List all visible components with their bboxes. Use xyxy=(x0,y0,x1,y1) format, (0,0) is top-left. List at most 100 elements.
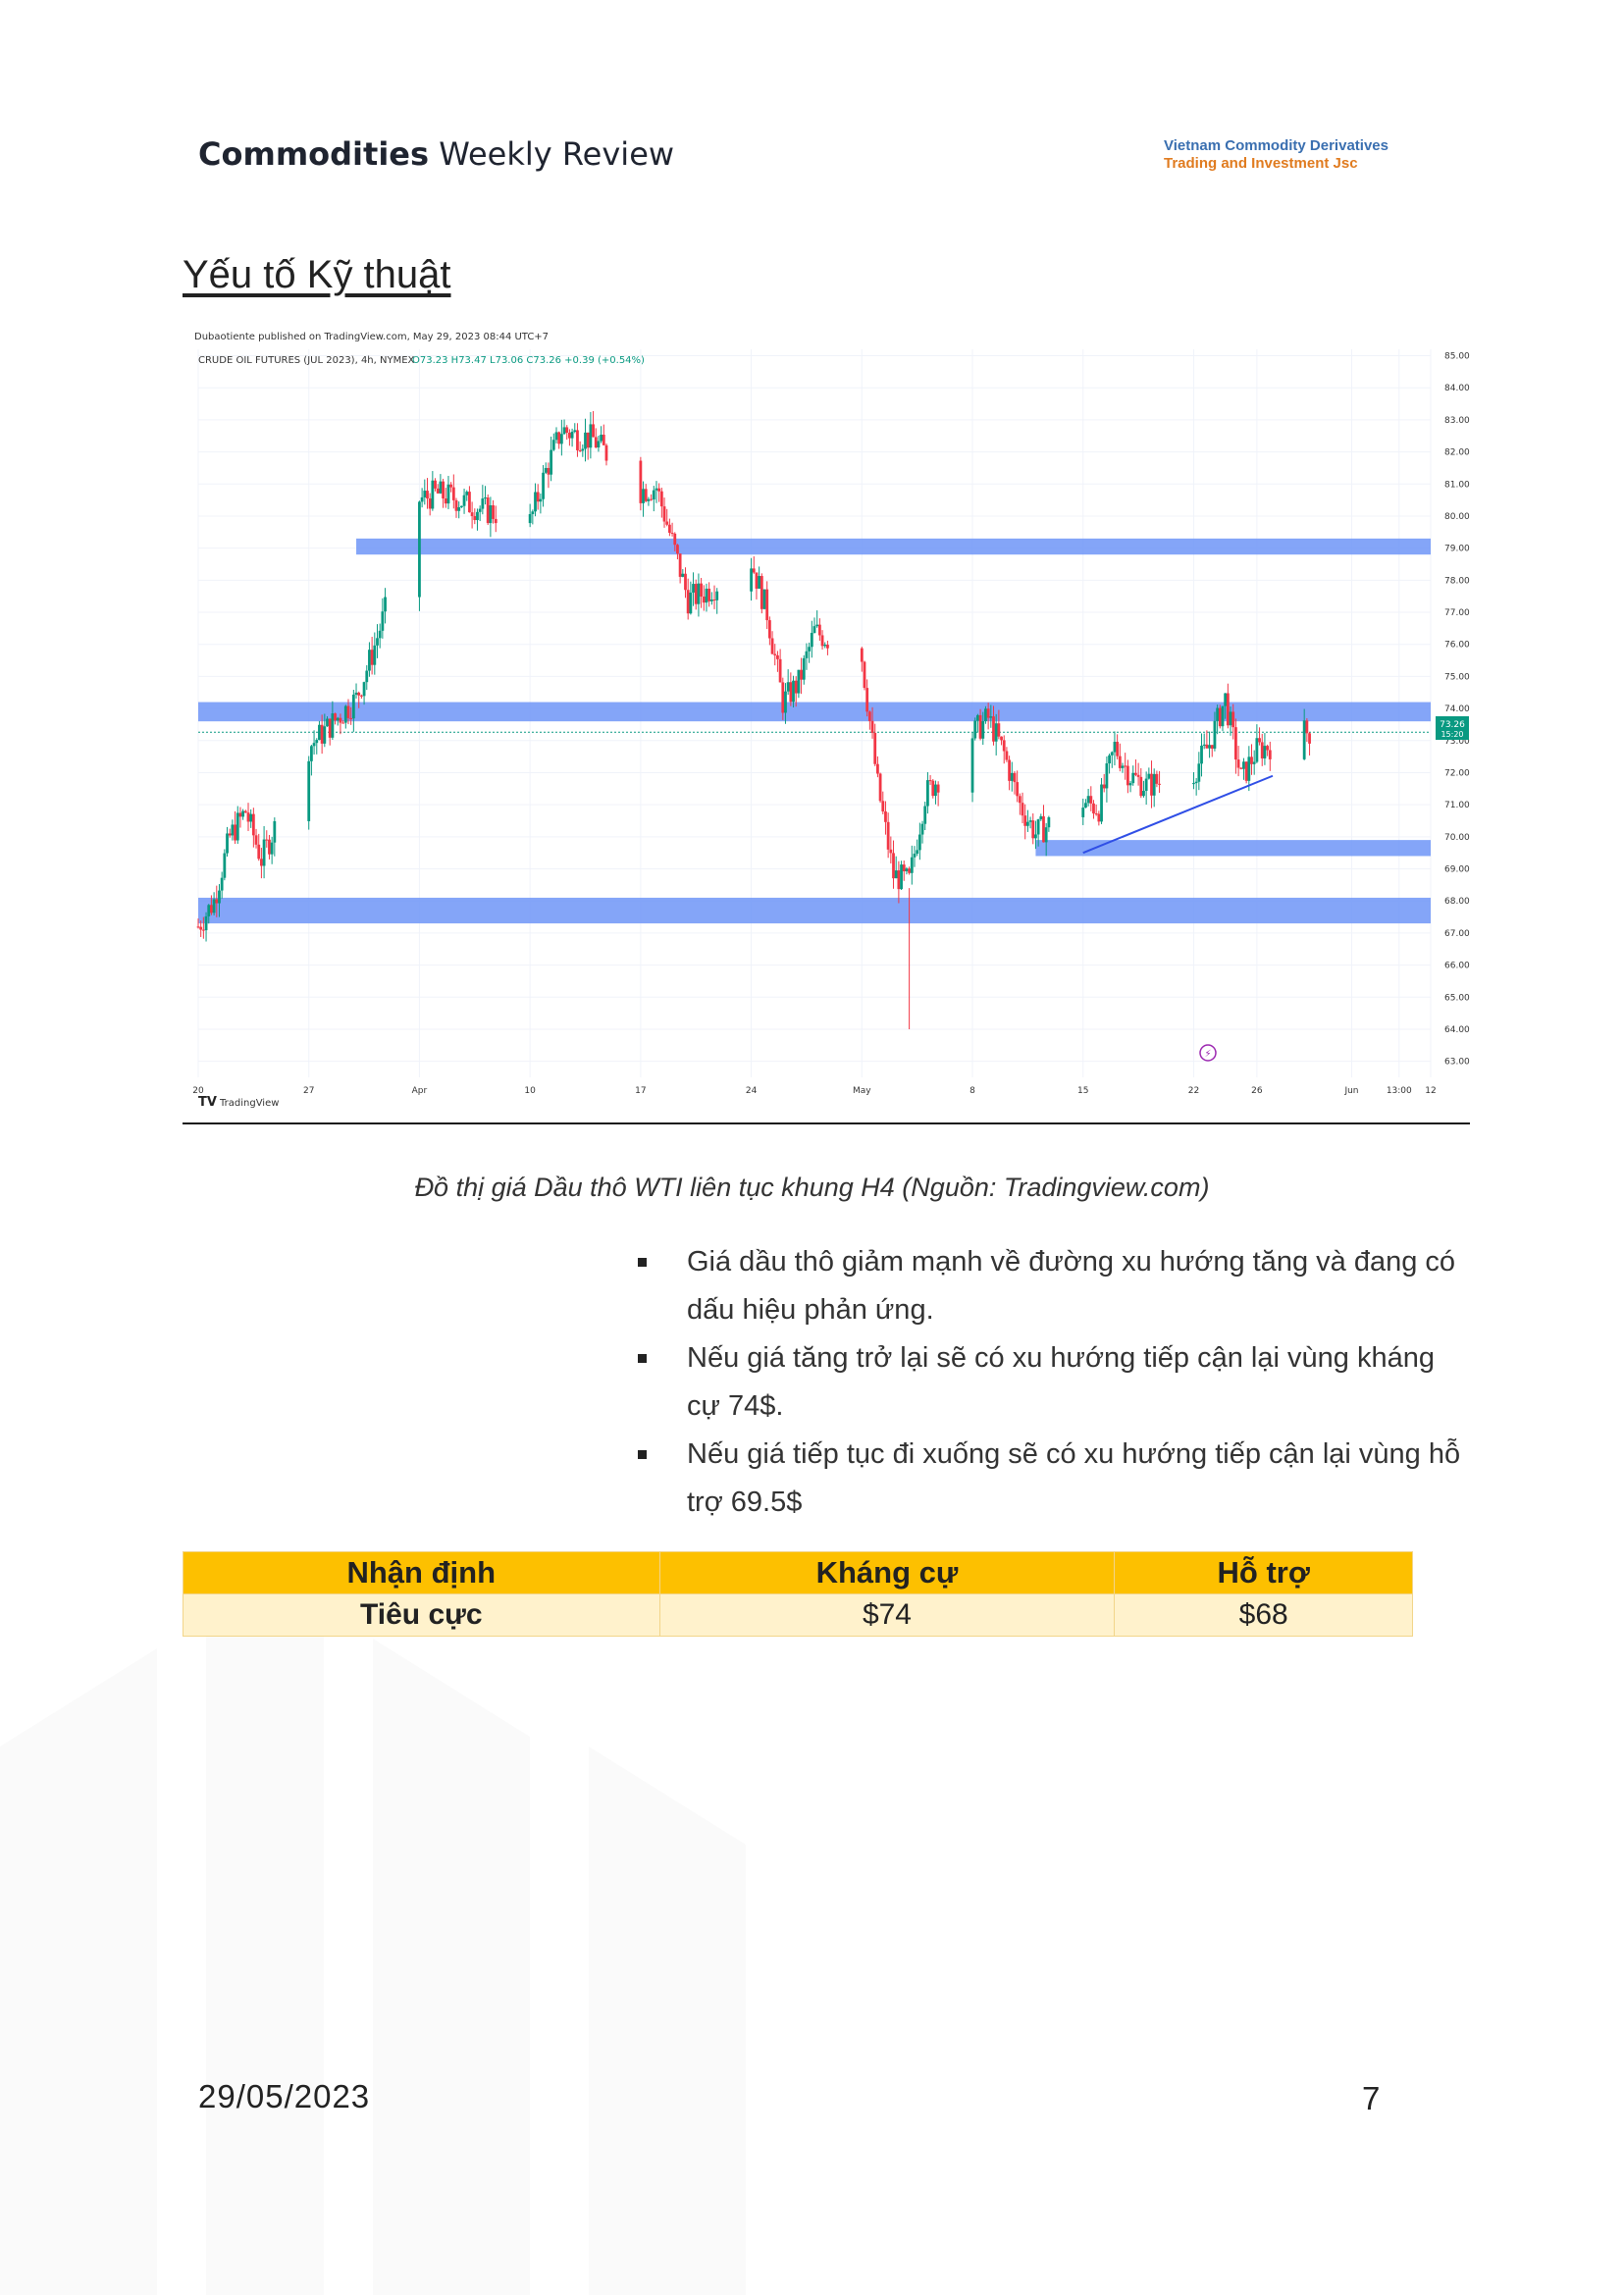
candle-body xyxy=(810,633,813,648)
candle-body xyxy=(1118,756,1122,768)
candle-body xyxy=(1208,745,1211,749)
candle-body xyxy=(802,657,806,680)
report-title-bold: Commodities xyxy=(198,135,430,173)
candle-body xyxy=(265,839,269,841)
candle-body xyxy=(642,489,645,503)
candle-body xyxy=(544,467,548,473)
candle-body xyxy=(223,853,227,878)
candle-body xyxy=(423,491,427,497)
candle-body xyxy=(1302,720,1306,759)
candle-body xyxy=(800,669,803,680)
candle-body xyxy=(1128,783,1132,786)
analysis-item-text: Nếu giá tiếp tục đi xuống sẽ có xu hướng… xyxy=(687,1438,1461,1518)
header-support: Hỗ trợ xyxy=(1114,1551,1413,1594)
candle-body xyxy=(676,545,679,554)
analysis-item: Nếu giá tiếp tục đi xuống sẽ có xu hướng… xyxy=(638,1431,1462,1527)
candle-body xyxy=(870,720,874,733)
candle-body xyxy=(639,460,643,503)
candle-body xyxy=(926,780,929,807)
candle-body xyxy=(910,857,914,873)
candle-body xyxy=(1308,733,1311,744)
candle-body xyxy=(1002,740,1006,752)
candle-body xyxy=(594,437,598,448)
candle-body xyxy=(928,780,932,782)
candle-body xyxy=(817,624,821,636)
candle-body xyxy=(1039,815,1043,820)
chart-publisher: Dubaotiente published on TradingView.com… xyxy=(194,332,549,342)
candle-body xyxy=(251,813,255,836)
candle-body xyxy=(600,435,603,442)
candle-body xyxy=(936,784,940,793)
candle-body xyxy=(1084,803,1087,808)
candle-body xyxy=(900,864,903,890)
candle-body xyxy=(892,853,895,879)
y-tick-label: 68.00 xyxy=(1444,897,1470,907)
candle-body xyxy=(547,467,550,475)
candle-body xyxy=(975,714,979,721)
candle-body xyxy=(978,714,982,739)
candle-body xyxy=(218,890,221,904)
x-tick-label: 17 xyxy=(635,1086,646,1096)
candle-body xyxy=(207,905,211,916)
candle-body xyxy=(992,716,995,742)
candle-body xyxy=(254,835,258,845)
event-icon-glyph: ⚡ xyxy=(1204,1049,1211,1060)
candle-body xyxy=(997,723,1001,737)
candle-body xyxy=(220,877,224,891)
y-tick-label: 66.00 xyxy=(1444,962,1470,971)
candle-body xyxy=(1008,759,1011,781)
candle-body xyxy=(1252,761,1256,764)
candle-body xyxy=(878,773,882,802)
candle-body xyxy=(1213,720,1217,749)
candle-body xyxy=(238,812,242,817)
candle-body xyxy=(568,432,571,439)
candle-body xyxy=(662,506,666,522)
candle-body xyxy=(773,653,777,655)
candle-body xyxy=(215,899,219,904)
candle-body xyxy=(236,812,239,841)
candle-body xyxy=(262,839,266,866)
candle-body xyxy=(705,588,708,603)
candle-body xyxy=(702,597,706,603)
candle-body xyxy=(1260,742,1264,758)
candle-body xyxy=(873,732,877,764)
candle-body xyxy=(1210,745,1214,749)
tradingview-brand: TradingView xyxy=(219,1098,279,1109)
candle-body xyxy=(370,650,374,665)
chart-x-axis: 20 27 Apr 10 17 24 May 8 15 22 26 Jun 13:00 12 xyxy=(192,1086,1436,1096)
analysis-item: Giá dầu thô giảm mạnh về đường xu hướng … xyxy=(638,1238,1462,1334)
header-resistance: Kháng cự xyxy=(658,1551,1116,1594)
summary-data-row: Tiêu cực $74 $68 xyxy=(183,1593,1413,1637)
candle-body xyxy=(1042,815,1045,843)
y-tick-label: 83.00 xyxy=(1444,416,1470,426)
candle-body xyxy=(446,484,450,504)
x-tick-label: 15 xyxy=(1077,1086,1088,1096)
candle-body xyxy=(439,481,443,494)
candle-body xyxy=(894,870,898,879)
price-zone xyxy=(198,897,1431,924)
candle-body xyxy=(889,849,893,854)
candle-body xyxy=(257,844,261,860)
candle-body xyxy=(436,488,440,494)
candle-body xyxy=(934,784,937,797)
candle-body xyxy=(659,491,663,507)
x-tick-label: 13:00 xyxy=(1387,1086,1412,1096)
candle-body xyxy=(341,722,345,724)
candle-body xyxy=(210,905,213,913)
uptrend-line xyxy=(1082,774,1274,855)
y-tick-label: 74.00 xyxy=(1444,704,1470,714)
chart-candles xyxy=(196,410,1311,1029)
candle-body xyxy=(384,597,387,612)
candle-body xyxy=(655,488,658,491)
candle-body xyxy=(557,432,561,444)
candle-body xyxy=(1268,750,1272,759)
candle-body xyxy=(578,449,582,451)
price-chart: 85.00 84.00 83.00 82.00 81.00 80.00 79.00 78.00… xyxy=(186,322,1472,1119)
candle-body xyxy=(709,600,713,601)
candle-body xyxy=(760,576,763,609)
candle-body xyxy=(1244,761,1248,781)
candle-body xyxy=(554,432,558,441)
candle-body xyxy=(797,669,801,694)
candle-body xyxy=(986,708,990,718)
candle-body xyxy=(528,513,532,524)
